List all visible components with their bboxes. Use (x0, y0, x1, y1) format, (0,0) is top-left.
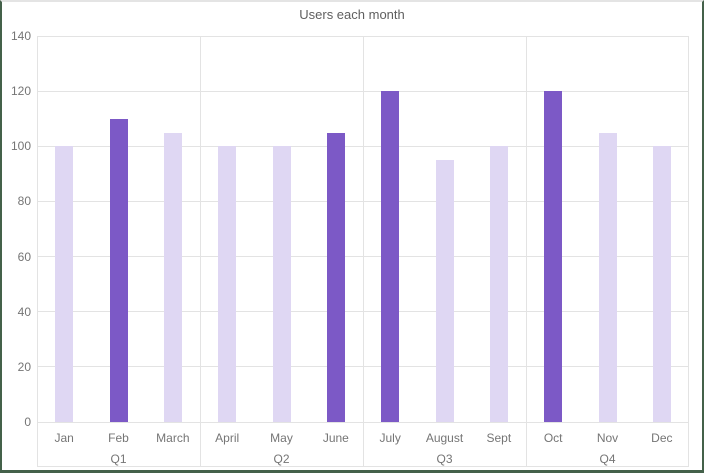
label-band-bottom-line (37, 466, 689, 467)
quarter-separator (363, 36, 364, 466)
quarter-label-q2: Q2 (273, 452, 290, 466)
y-axis-tick-label: 40 (17, 304, 31, 319)
y-axis-tick-label: 100 (10, 139, 31, 154)
bar-nov (598, 132, 617, 422)
month-label-may: May (270, 431, 293, 445)
month-label-oct: Oct (543, 431, 563, 445)
y-axis-tick-label: 80 (17, 194, 31, 209)
month-label-july: July (379, 431, 401, 445)
month-label-april: April (215, 431, 240, 445)
bar-jan (55, 146, 74, 422)
plot-left-edge (37, 36, 38, 466)
y-axis-tick-label: 0 (24, 415, 31, 429)
bar-oct (544, 91, 563, 422)
y-axis-tick-label: 120 (10, 84, 31, 99)
bar-june (326, 132, 345, 422)
bar-march (163, 132, 182, 422)
y-axis-tick-label: 60 (17, 249, 31, 264)
plot-right-edge (688, 36, 689, 466)
month-label-june: June (322, 431, 349, 445)
quarter-label-q4: Q4 (599, 452, 616, 466)
bar-dec (652, 146, 671, 422)
plot-area: Jan Feb March April May June July August Sept Oct… (37, 35, 689, 466)
y-axis-tick-label: 140 (10, 29, 31, 43)
month-label-sept: Sept (486, 431, 512, 445)
bar-feb (109, 118, 128, 422)
month-label-feb: Feb (108, 431, 129, 445)
quarter-separator (200, 36, 201, 466)
month-label-jan: Jan (54, 431, 74, 445)
bar-august (435, 160, 454, 422)
bar-july (381, 91, 400, 422)
month-label-dec: Dec (651, 431, 673, 445)
bar-sept (489, 146, 508, 422)
quarter-separator (526, 36, 527, 466)
bar-april (218, 146, 237, 422)
y-axis-tick-label: 20 (17, 359, 31, 374)
quarter-label-q3: Q3 (436, 452, 453, 466)
month-label-nov: Nov (596, 431, 619, 445)
chart-title: Users each month (299, 7, 405, 22)
bar-may (272, 146, 291, 422)
month-label-march: March (156, 431, 190, 445)
month-label-august: August (425, 431, 464, 445)
quarter-label-q1: Q1 (110, 452, 127, 466)
